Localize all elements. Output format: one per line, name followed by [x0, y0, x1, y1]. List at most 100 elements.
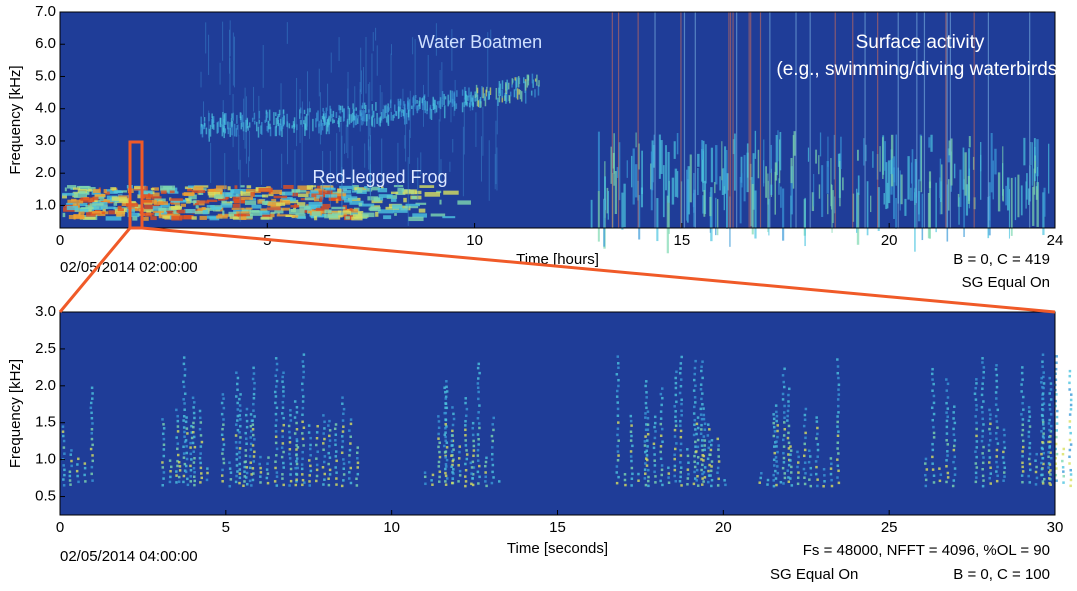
spectrogram-texture [1005, 185, 1008, 206]
spectrogram-texture [514, 77, 516, 81]
spectrogram-texture [221, 468, 224, 472]
spectrogram-texture [375, 27, 377, 41]
spectrogram-texture [309, 101, 311, 139]
spectrogram-texture [178, 469, 182, 472]
spectrogram-texture [702, 459, 705, 462]
spectrogram-texture [343, 108, 345, 122]
spectrogram-texture [701, 483, 704, 486]
spectrogram-texture [225, 113, 227, 122]
spectrogram-texture [638, 143, 640, 170]
spectrogram-texture [994, 403, 998, 406]
spectrogram-texture [327, 424, 330, 427]
spectrogram-texture [265, 200, 269, 204]
spectrogram-texture [1047, 466, 1050, 469]
spectrogram-texture [1054, 462, 1058, 466]
y-tick-label: 3.0 [35, 303, 56, 320]
spectrogram-texture [192, 466, 196, 470]
spectrogram-texture [982, 445, 985, 449]
spectrogram-texture [644, 384, 647, 388]
spectrogram-texture [660, 427, 664, 431]
spectrogram-texture [924, 473, 927, 477]
spectrogram-texture [447, 94, 449, 107]
spectrogram-texture [241, 114, 244, 127]
spectrogram-texture [678, 391, 682, 395]
spectrogram-texture [815, 465, 818, 469]
annotation: Fs = 48000, NFFT = 4096, %OL = 90 [803, 542, 1050, 559]
spectrogram-texture [804, 436, 807, 440]
spectrogram-texture [616, 401, 619, 404]
spectrogram-texture [973, 12, 975, 228]
spectrogram-texture [781, 374, 785, 377]
spectrogram-texture [939, 473, 943, 476]
spectrogram-texture [995, 470, 998, 473]
spectrogram-texture [162, 427, 166, 430]
spectrogram-texture [349, 435, 352, 438]
spectrogram-texture [349, 422, 353, 426]
spectrogram-texture [281, 400, 285, 404]
spectrogram-texture [499, 83, 502, 96]
spectrogram-texture [444, 474, 448, 478]
spectrogram-texture [479, 99, 481, 109]
spectrogram-texture [251, 423, 255, 426]
spectrogram-texture [1069, 473, 1073, 476]
spectrogram-texture [377, 209, 394, 214]
spectrogram-texture [384, 105, 386, 119]
spectrogram-texture [438, 455, 442, 459]
spectrogram-texture [637, 472, 640, 476]
spectrogram-texture [215, 185, 227, 190]
spectrogram-texture [617, 475, 620, 479]
spectrogram-texture [652, 446, 656, 450]
spectrogram-texture [708, 440, 711, 443]
spectrogram-texture [323, 111, 325, 116]
spectrogram-texture [804, 407, 808, 411]
spectrogram-texture [381, 138, 383, 185]
spectrogram-texture [190, 424, 193, 428]
spectrogram-texture [227, 127, 230, 135]
spectrogram-texture [686, 468, 690, 471]
spectrogram-texture [931, 462, 934, 465]
spectrogram-texture [168, 480, 172, 484]
spectrogram-texture [693, 173, 695, 213]
spectrogram-texture [338, 37, 340, 61]
spectrogram-texture [274, 460, 277, 463]
spectrogram-texture [1028, 410, 1031, 413]
spectrogram-texture [281, 125, 283, 137]
spectrogram-texture [234, 441, 238, 444]
spectrogram-texture [653, 459, 656, 462]
spectrogram-texture [490, 481, 494, 485]
spectrogram-texture [699, 388, 703, 391]
spectrogram-texture [368, 207, 378, 211]
spectrogram-texture [258, 95, 260, 128]
spectrogram-texture [183, 392, 187, 395]
spectrogram-texture [301, 406, 305, 410]
spectrogram-texture [530, 90, 533, 96]
spectrogram-texture [992, 160, 994, 200]
spectrogram-texture [274, 401, 277, 405]
spectrogram-texture [606, 187, 609, 214]
spectrogram-texture [414, 95, 417, 99]
spectrogram-texture [699, 383, 703, 386]
spectrogram-texture [160, 185, 176, 191]
spectrogram-texture [452, 472, 455, 475]
spectrogram-texture [328, 473, 332, 476]
spectrogram-texture [538, 80, 540, 87]
spectrogram-texture [687, 461, 690, 464]
spectrogram-texture [348, 454, 351, 457]
spectrogram-texture [692, 193, 695, 208]
spectrogram-texture [347, 460, 351, 464]
spectrogram-texture [169, 201, 174, 204]
spectrogram-texture [307, 431, 311, 434]
y-tick-label: 2.0 [35, 164, 56, 181]
spectrogram-texture [70, 187, 74, 190]
spectrogram-texture [654, 430, 657, 433]
spectrogram-texture [452, 417, 456, 421]
spectrogram-texture [819, 132, 822, 157]
spectrogram-texture [61, 425, 65, 428]
spectrogram-texture [439, 69, 441, 122]
spectrogram-texture [1021, 461, 1024, 465]
spectrogram-texture [299, 205, 311, 210]
spectrogram-texture [975, 446, 979, 449]
spectrogram-texture [488, 94, 491, 100]
spectrogram-texture [709, 474, 712, 477]
spectrogram-texture [86, 211, 96, 217]
